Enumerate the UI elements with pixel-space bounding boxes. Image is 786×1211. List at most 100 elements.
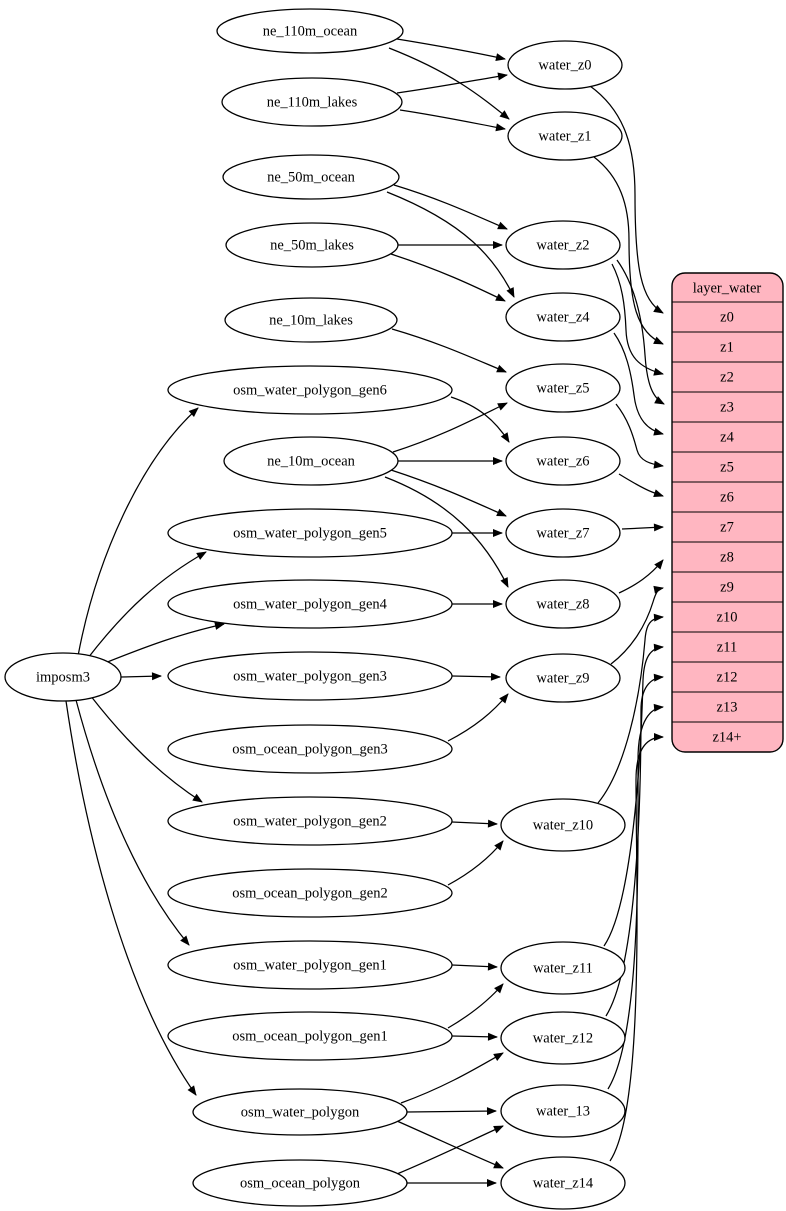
node-label: water_13 (536, 1103, 590, 1119)
edge-ne-10m-ocean-to-water-z5 (392, 402, 508, 453)
edge-osm-water-polygon-to-water-z13 (406, 1107, 497, 1116)
node-label: ne_110m_lakes (267, 94, 358, 110)
node-label: osm_water_polygon_gen6 (233, 382, 387, 398)
node-label: water_z7 (536, 525, 589, 541)
table-row-z0: z0 (720, 309, 734, 325)
node-label: osm_water_polygon_gen3 (233, 668, 387, 684)
table-row-z6: z6 (720, 489, 734, 505)
table-row-z2: z2 (720, 369, 734, 385)
edge-osm-ocean-polygon-to-water-z13 (396, 1125, 504, 1175)
node-ne-110m-lakes: ne_110m_lakes (221, 77, 403, 127)
node-osm-water-polygon-gen2: osm_water_polygon_gen2 (167, 796, 453, 846)
edge-ne-10m-lakes-to-water-z5 (391, 328, 507, 373)
node-ne-10m-lakes: ne_10m_lakes (224, 297, 398, 343)
table-row-z1: z1 (720, 339, 734, 355)
node-water-z4: water_z4 (505, 292, 621, 342)
edge-ne-50m-ocean-to-water-z2 (393, 184, 508, 230)
edge-ne-110m-lakes-to-water-z0 (396, 72, 508, 94)
node-water-z2: water_z2 (505, 220, 621, 270)
edge-imposm3-to-osm-water-polygon-gen4 (104, 622, 225, 664)
edge-imposm3-to-osm-water-polygon-gen6 (77, 407, 199, 657)
node-osm-water-polygon: osm_water_polygon (192, 1088, 408, 1136)
node-label: osm_ocean_polygon_gen2 (232, 885, 387, 901)
node-label: water_z11 (533, 960, 593, 976)
node-water-z1: water_z1 (507, 111, 623, 161)
node-ne-50m-ocean: ne_50m_ocean (222, 154, 400, 200)
table-row-z13: z13 (717, 699, 738, 715)
edge-osm-ocean-polygon-gen2-to-water-z10 (447, 840, 504, 886)
node-label: ne_110m_ocean (263, 23, 358, 39)
edge-ne-110m-ocean-to-water-z1 (388, 47, 510, 120)
edge-ne-50m-lakes-to-water-z4 (390, 253, 506, 302)
nodes: ne_110m_ocean ne_110m_lakes ne_50m_ocean… (4, 8, 626, 1210)
edge-water-z14-to-row-z14plus (609, 733, 664, 1162)
node-osm-ocean-polygon: osm_ocean_polygon (192, 1159, 408, 1207)
edge-osm-ocean-polygon-gen1-to-water-z12 (451, 1032, 498, 1041)
node-osm-water-polygon-gen1: osm_water_polygon_gen1 (167, 940, 453, 990)
table-row-z8: z8 (720, 549, 734, 565)
node-label: water_z0 (538, 57, 591, 73)
node-water-z6: water_z6 (505, 436, 621, 486)
node-osm-water-polygon-gen5: osm_water_polygon_gen5 (167, 508, 453, 558)
node-osm-ocean-polygon-gen1: osm_ocean_polygon_gen1 (167, 1011, 453, 1061)
edge-imposm3-to-osm-water-polygon (65, 700, 197, 1096)
node-label: osm_water_polygon_gen5 (233, 525, 387, 541)
node-label: water_z1 (538, 128, 591, 144)
node-water-z13: water_13 (500, 1084, 626, 1138)
edge-osm-water-polygon-gen6-to-water-z6 (450, 396, 510, 443)
node-label: water_z14 (533, 1175, 594, 1191)
node-label: osm_water_polygon_gen4 (233, 596, 388, 612)
node-label: water_z4 (536, 309, 590, 325)
node-water-z11: water_z11 (500, 941, 626, 995)
node-label: ne_50m_lakes (270, 237, 354, 253)
node-label: ne_10m_lakes (269, 312, 353, 328)
node-label: osm_water_polygon_gen2 (233, 813, 387, 829)
table-row-z9: z9 (720, 579, 734, 595)
node-label: water_z8 (536, 596, 589, 612)
edge-osm-ocean-polygon-gen1-to-water-z11 (447, 983, 504, 1029)
node-label: osm_ocean_polygon_gen1 (232, 1028, 387, 1044)
edge-ne-10m-ocean-to-water-z7 (390, 469, 507, 517)
node-label: osm_water_polygon (241, 1104, 360, 1120)
node-osm-water-polygon-gen3: osm_water_polygon_gen3 (167, 651, 453, 701)
edge-water-z6-to-row-z6 (618, 473, 664, 497)
node-water-z9: water_z9 (505, 653, 621, 703)
edge-osm-water-polygon-gen3-to-water-z9 (451, 672, 501, 681)
edge-water-z4-to-row-z4 (613, 332, 664, 436)
node-label: water_z6 (536, 453, 589, 469)
edge-osm-ocean-polygon-gen3-to-water-z9 (447, 693, 509, 742)
edge-imposm3-to-osm-water-polygon-gen5 (87, 551, 207, 659)
edge-water-z0-to-row-z0 (589, 85, 664, 314)
node-label: ne_50m_ocean (267, 169, 356, 185)
node-label: water_z9 (536, 670, 589, 686)
node-ne-110m-ocean: ne_110m_ocean (216, 8, 404, 54)
layer-water-title: layer_water (693, 280, 762, 296)
node-water-z8: water_z8 (505, 579, 621, 629)
table-row-z4: z4 (720, 429, 734, 445)
node-label: water_z2 (536, 237, 589, 253)
table-row-z5: z5 (720, 459, 734, 475)
node-label: ne_10m_ocean (267, 453, 356, 469)
node-osm-water-polygon-gen4: osm_water_polygon_gen4 (167, 579, 453, 629)
edge-ne-10m-ocean-to-water-z8 (384, 476, 509, 588)
node-osm-water-polygon-gen6: osm_water_polygon_gen6 (167, 365, 453, 415)
edges (65, 38, 665, 1187)
node-water-z0: water_z0 (507, 40, 623, 90)
table-row-z14plus: z14+ (712, 729, 741, 745)
node-ne-10m-ocean: ne_10m_ocean (223, 436, 399, 486)
edge-water-z5-to-row-z5 (615, 403, 664, 469)
node-water-z7: water_z7 (505, 508, 621, 558)
edge-imposm3-to-osm-water-polygon-gen1 (75, 699, 190, 946)
node-label: imposm3 (36, 669, 90, 685)
edge-water-z2-to-row-z2 (611, 263, 664, 376)
node-label: water_z5 (536, 380, 589, 396)
table-row-z12: z12 (717, 669, 738, 685)
edge-water-z7-to-row-z7 (621, 523, 664, 532)
edge-osm-water-polygon-gen2-to-water-z10 (451, 819, 498, 828)
node-water-z5: water_z5 (505, 363, 621, 413)
edge-ne-110m-lakes-to-water-z1 (399, 109, 506, 132)
edge-osm-water-polygon-to-water-z12 (400, 1052, 504, 1104)
table-row-z7: z7 (720, 519, 734, 535)
node-ne-50m-lakes: ne_50m_lakes (225, 222, 399, 268)
